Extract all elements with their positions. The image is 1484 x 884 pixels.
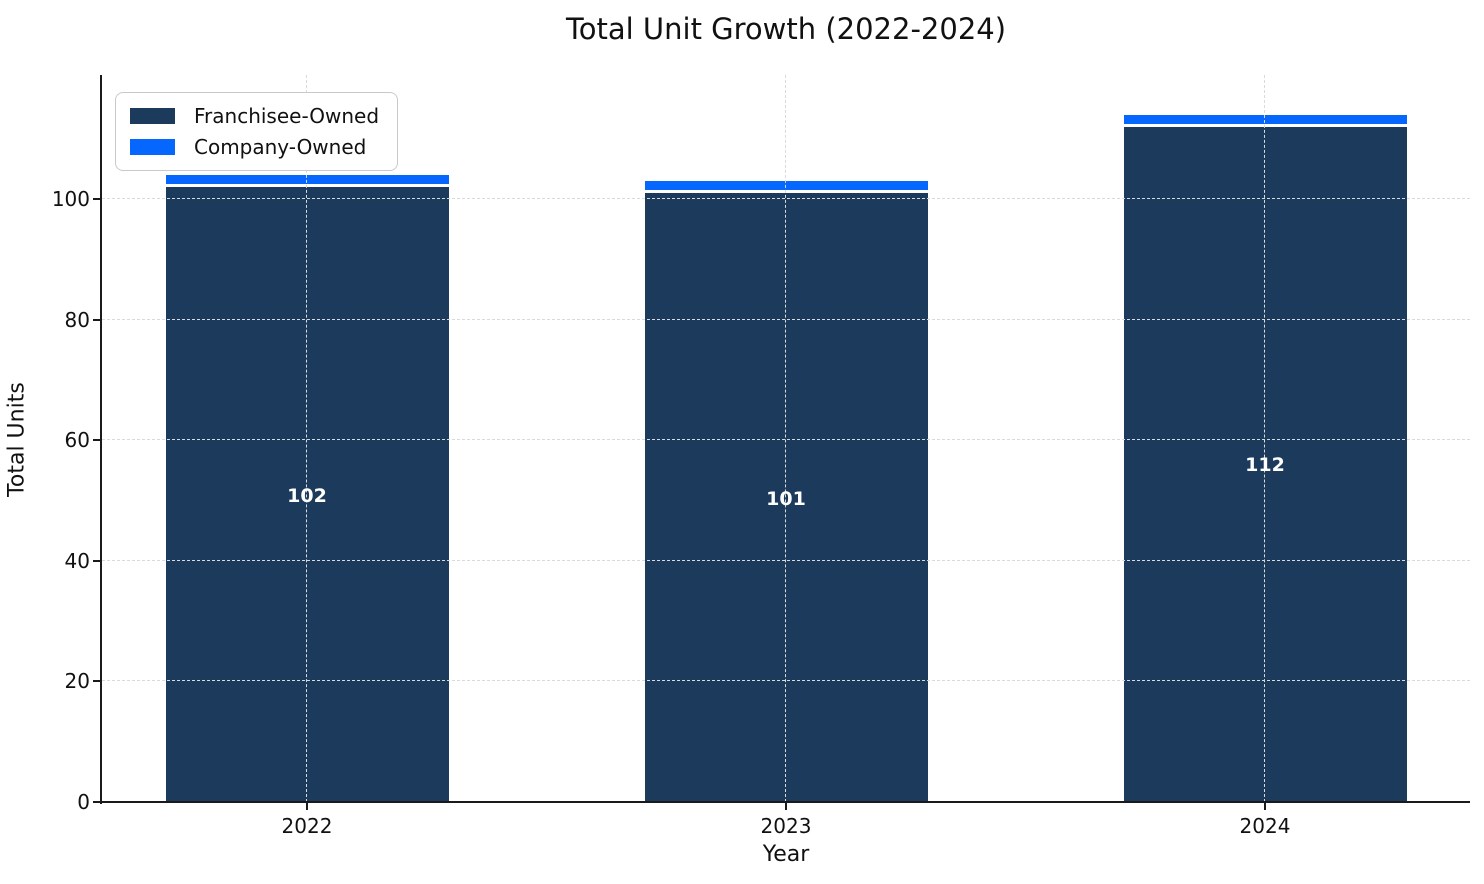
legend-label-franchisee: Franchisee-Owned [194,104,380,128]
legend-label-company: Company-Owned [194,135,367,159]
gridline-x-2022 [306,75,307,802]
y-tick-label-80: 80 [64,307,90,332]
y-axis-spine [100,75,102,804]
bar-segment-company-2023 [644,181,928,194]
chart-title: Total Unit Growth (2022-2024) [565,12,1007,46]
legend-swatch-franchisee [130,108,175,124]
gridline-y-20 [102,680,1470,682]
y-tick-100 [93,198,100,201]
bar-segment-franchisee-2024 [1123,126,1407,802]
plot-area: 102 101 112 [102,75,1470,802]
x-tick-2023 [785,803,787,810]
gridline-y-100 [102,198,1470,200]
y-tick-40 [93,559,100,562]
x-tick-label-2023: 2023 [760,814,812,838]
gridline-y-40 [102,559,1470,561]
bar-value-label-2024: 112 [1245,454,1285,477]
y-tick-80 [93,318,100,321]
legend-entry-company: Company-Owned [130,135,379,159]
bar-value-label-2022: 102 [287,484,327,507]
y-tick-label-100: 100 [51,187,90,212]
bar-segment-company-2024 [1123,114,1407,127]
y-tick-60 [93,439,100,442]
x-tick-label-2022: 2022 [281,814,333,838]
bar-segment-franchisee-2022 [165,187,449,802]
x-tick-2022 [306,803,308,810]
y-tick-label-20: 20 [64,669,90,694]
x-tick-2024 [1264,803,1266,810]
gridline-y-60 [102,439,1470,441]
x-axis-spine [100,801,1470,803]
y-tick-label-40: 40 [64,548,90,573]
gridline-x-2023 [785,75,786,802]
gridline-x-2024 [1264,75,1265,802]
x-tick-label-2024: 2024 [1239,814,1291,838]
y-tick-label-0: 0 [77,790,90,814]
legend-entry-franchisee: Franchisee-Owned [130,104,379,128]
x-axis-label: Year [762,842,810,867]
bar-segment-company-2022 [165,175,449,188]
y-tick-label-60: 60 [64,428,90,453]
legend: Franchisee-Owned Company-Owned [115,92,399,171]
y-tick-20 [93,680,100,683]
bar-value-label-2023: 101 [766,487,806,510]
bar-segment-franchisee-2023 [644,193,928,802]
gridline-y-80 [102,318,1470,320]
y-tick-0 [93,801,100,803]
legend-swatch-company [130,139,175,155]
